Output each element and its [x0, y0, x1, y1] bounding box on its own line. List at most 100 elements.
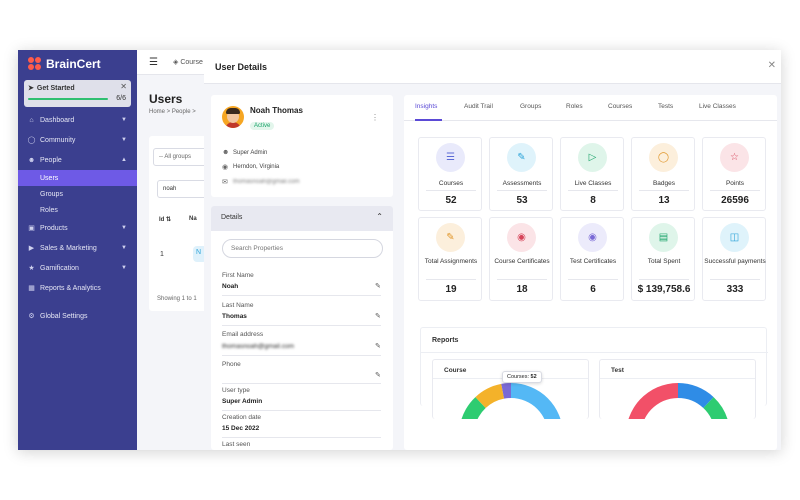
chevron-down-icon: ▼ — [121, 117, 127, 123]
stat-card-total-spent[interactable]: ▤ Total Spent $ 139,758.6 — [631, 217, 695, 301]
tab-roles[interactable]: Roles — [566, 103, 583, 110]
edit-icon[interactable]: ✎ — [375, 283, 381, 290]
stat-card-course-certificates[interactable]: ◉ Course Certificates 18 — [489, 217, 553, 301]
stat-card-live-classes[interactable]: ▷ Live Classes 8 — [560, 137, 624, 211]
chevron-down-icon: ▼ — [121, 265, 127, 271]
close-icon[interactable]: ✕ — [120, 82, 127, 91]
stat-card-badges[interactable]: ◯ Badges 13 — [631, 137, 695, 211]
details-header[interactable]: Details ⌃ — [211, 206, 393, 231]
edit-icon[interactable]: ✎ — [375, 343, 381, 350]
field-label-creation-date: Creation date — [222, 414, 262, 421]
stat-card-total-assignments[interactable]: ✎ Total Assignments 19 — [418, 217, 482, 301]
sidebar-sub-users[interactable]: Users — [18, 170, 137, 186]
breadcrumb[interactable]: Home > People > — [149, 109, 196, 115]
user-email-row: ✉ thomasnoah@gmail.com — [222, 179, 300, 186]
column-header-name[interactable]: Na — [189, 216, 197, 222]
coins-icon: ◫ — [720, 223, 749, 252]
test-chart-title: Test — [611, 367, 624, 374]
field-label-phone: Phone — [222, 361, 241, 368]
sidebar-item-dashboard[interactable]: ⌂ Dashboard ▼ — [18, 110, 137, 130]
tab-groups[interactable]: Groups — [520, 103, 542, 110]
sidebar: BrainCert ➤ Get Started ✕ 6/6 ⌂ Dashboar… — [18, 50, 137, 450]
more-vertical-icon[interactable]: ⋮ — [371, 113, 379, 122]
edit-icon[interactable]: ✎ — [375, 372, 381, 379]
home-icon: ⌂ — [29, 116, 34, 124]
status-badge: Active — [250, 122, 275, 130]
brand-logo[interactable]: BrainCert — [28, 56, 101, 72]
course-donut-chart[interactable] — [433, 360, 589, 419]
layers-icon: ☰ — [436, 143, 465, 172]
location-icon: ◉ — [222, 164, 229, 171]
sidebar-item-sales-marketing[interactable]: ▶ Sales & Marketing ▼ — [28, 244, 127, 253]
donut-segment-2[interactable] — [626, 383, 730, 419]
stat-card-successful-payments[interactable]: ◫ Successful payments 333 — [702, 217, 766, 301]
search-properties-input[interactable] — [222, 239, 383, 258]
star-icon: ☆ — [720, 143, 749, 172]
sidebar-sub-groups[interactable]: Groups — [40, 190, 63, 198]
menu-icon[interactable]: ☰ — [149, 57, 158, 68]
stat-card-courses[interactable]: ☰ Courses 52 — [418, 137, 482, 211]
tab-bar: Insights Audit Trail Groups Roles Course… — [404, 95, 777, 121]
search-input[interactable]: noah — [157, 180, 209, 198]
sidebar-item-reports[interactable]: ▦ Reports & Analytics — [28, 284, 101, 293]
insights-panel: Insights Audit Trail Groups Roles Course… — [404, 95, 777, 450]
field-label-email: Email address — [222, 331, 264, 338]
tab-live-classes[interactable]: Live Classes — [699, 103, 736, 110]
group-select[interactable]: -- All groups — [153, 148, 209, 166]
top-breadcrumb[interactable]: ◈ Course — [173, 59, 203, 66]
sidebar-item-gamification[interactable]: ★ Gamification ▼ — [28, 264, 127, 273]
donut-segment-0[interactable] — [511, 383, 563, 419]
reports-title: Reports — [432, 337, 459, 344]
get-started-card[interactable]: ➤ Get Started ✕ 6/6 — [24, 80, 131, 107]
users-table-card: -- All groups noah Id ⇅ Na 1 N Showing 1… — [149, 136, 209, 311]
field-label-first-name: First Name — [222, 272, 254, 279]
badge-icon: ◯ — [649, 143, 678, 172]
stat-card-points[interactable]: ☆ Points 26596 — [702, 137, 766, 211]
page-title: Users — [149, 92, 183, 106]
close-icon[interactable]: ✕ — [767, 60, 776, 71]
row-name-badge[interactable]: N — [193, 246, 207, 262]
row-id: 1 — [160, 251, 164, 258]
modal-header: User Details ✕ — [204, 50, 781, 84]
stat-card-assessments[interactable]: ✎ Assessments 53 — [489, 137, 553, 211]
field-label-last-seen: Last seen — [222, 441, 251, 448]
tab-audit-trail[interactable]: Audit Trail — [464, 103, 493, 110]
tab-courses[interactable]: Courses — [608, 103, 633, 110]
stat-card-test-certificates[interactable]: ◉ Test Certificates 6 — [560, 217, 624, 301]
get-started-progress-bar — [28, 98, 108, 100]
pagination-info: Showing 1 to 1 — [157, 296, 197, 302]
tab-tests[interactable]: Tests — [658, 103, 674, 110]
award-icon: ◉ — [507, 223, 536, 252]
tab-insights[interactable]: Insights — [415, 103, 438, 110]
course-chart-title: Course — [444, 367, 467, 374]
donut-segment-1[interactable] — [459, 397, 511, 419]
user-details-modal: User Details ✕ Noah Thomas Active ⋮ ☻ Su… — [204, 50, 781, 450]
donut-segment-3[interactable] — [501, 383, 511, 399]
chevron-down-icon: ▼ — [121, 245, 127, 251]
sidebar-item-global-settings[interactable]: ⚙ Global Settings — [28, 312, 88, 321]
donut-segment-0[interactable] — [678, 383, 714, 409]
donut-segment-1[interactable] — [703, 397, 729, 419]
column-header-id[interactable]: Id ⇅ — [159, 217, 172, 223]
chevron-down-icon: ▼ — [121, 225, 127, 231]
sidebar-sub-roles[interactable]: Roles — [40, 206, 58, 214]
edit-icon[interactable]: ✎ — [375, 313, 381, 320]
get-started-title: ➤ Get Started — [28, 84, 75, 93]
donut-segment-2[interactable] — [475, 383, 505, 409]
sidebar-item-people[interactable]: ☻ People ▲ — [27, 156, 127, 164]
sidebar-item-community[interactable]: ◯ Community ▼ — [27, 136, 127, 145]
get-started-progress: 6/6 — [116, 95, 126, 102]
sort-icon: ⇅ — [166, 217, 172, 223]
user-location-row: ◉ Herndon, Virginia — [222, 164, 280, 171]
box-icon: ▣ — [28, 225, 35, 232]
mail-icon: ✉ — [222, 179, 228, 186]
chevron-up-icon: ⌃ — [376, 212, 383, 221]
sidebar-item-products[interactable]: ▣ Products ▼ — [28, 224, 127, 233]
money-icon: ▤ — [649, 223, 678, 252]
field-label-last-name: Last Name — [222, 302, 254, 309]
test-donut-chart[interactable] — [600, 360, 756, 419]
video-icon: ▷ — [578, 143, 607, 172]
pencil-icon: ✎ — [507, 143, 536, 172]
award-icon: ◉ — [578, 223, 607, 252]
user-role-row: ☻ Super Admin — [222, 149, 268, 156]
